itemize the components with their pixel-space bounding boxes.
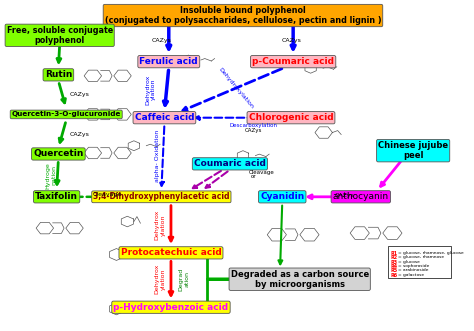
Text: Caffeic acid: Caffeic acid [135,113,194,122]
Text: R6: R6 [391,273,398,278]
Text: Dehydrox
ylation: Dehydrox ylation [155,210,165,240]
Text: CAZys: CAZys [70,132,90,137]
Text: 3,4-Dihydroxyphenylacetic acid: 3,4-Dihydroxyphenylacetic acid [93,192,229,201]
Text: Dehydroxylation: Dehydroxylation [218,67,255,110]
Text: p-Coumaric acid: p-Coumaric acid [252,57,334,66]
Text: Degrad
ation: Degrad ation [179,267,190,291]
Text: R3: R3 [391,260,398,265]
Text: Quercetin-3-O-glucuronide: Quercetin-3-O-glucuronide [11,112,121,118]
Text: R1: R1 [391,251,398,256]
Text: Protocatechuic acid: Protocatechuic acid [120,248,221,257]
Text: Chlorogenic acid: Chlorogenic acid [249,113,333,122]
Text: Dehydrox
ylation: Dehydrox ylation [145,74,156,105]
Text: CAZys: CAZys [334,193,354,198]
Text: CAZys: CAZys [282,38,301,43]
Text: Insoluble bound polyphenol
(conjugated to polysaccharides, cellulose, pectin and: Insoluble bound polyphenol (conjugated t… [105,6,381,25]
Text: Degraded as a carbon source
by microorganisms: Degraded as a carbon source by microorga… [230,269,369,289]
Text: anthocyanin: anthocyanin [333,192,389,201]
Text: Rutin: Rutin [45,71,72,79]
Text: Quercetin: Quercetin [33,150,83,159]
Text: Ferulic acid: Ferulic acid [139,57,198,66]
Text: = arabinoside: = arabinoside [398,268,428,272]
FancyBboxPatch shape [388,246,451,278]
Text: Free, soluble conjugate
polyphenol: Free, soluble conjugate polyphenol [7,25,113,45]
Text: Descarboxylation: Descarboxylation [230,123,278,128]
Text: Cyanidin: Cyanidin [260,192,304,201]
Text: = galactose: = galactose [398,273,424,277]
Text: Cleavage: Cleavage [93,192,122,197]
Text: alpha- Oxidation: alpha- Oxidation [155,129,160,182]
Text: R5: R5 [391,268,398,273]
Text: = glucose, rhamnose: = glucose, rhamnose [398,256,444,260]
Text: Chinese jujube
peel: Chinese jujube peel [378,141,448,160]
Text: CAZys: CAZys [151,38,171,43]
Text: = sophoroside: = sophoroside [398,264,429,268]
Text: Dehydrox
ylation: Dehydrox ylation [155,264,165,294]
Text: = glucose, rhamnose, glucose: = glucose, rhamnose, glucose [398,251,464,255]
Text: R2: R2 [391,256,398,260]
Text: Cleavage: Cleavage [249,170,274,175]
Text: = glucose: = glucose [398,260,420,264]
Text: CAZys: CAZys [245,128,263,133]
Text: Taxifolin: Taxifolin [35,192,78,201]
Text: or: or [251,173,256,178]
Text: CAZys: CAZys [70,92,90,97]
Text: Hydroge
nation: Hydroge nation [46,162,56,189]
Text: R4: R4 [391,264,398,269]
Text: p-Hydroxybenzoic acid: p-Hydroxybenzoic acid [113,303,228,312]
Text: Coumaric acid: Coumaric acid [194,159,266,168]
